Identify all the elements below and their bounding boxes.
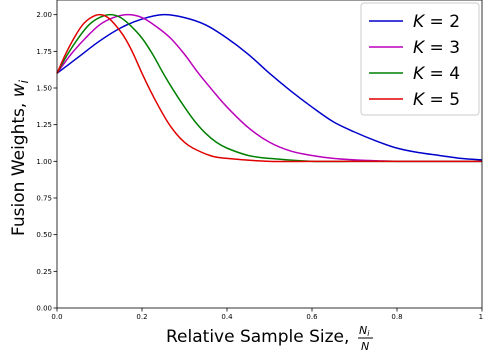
legend-box bbox=[360, 2, 480, 116]
legend: K = 2 K = 3 K = 4 K = 5 bbox=[360, 2, 480, 116]
x-axis-label-text: Relative Sample Size, bbox=[166, 327, 349, 347]
legend-label-k3: K = 3 bbox=[413, 38, 460, 58]
x-tick-label: 0.2 bbox=[136, 313, 147, 321]
x-axis-label-frac-num: Ni bbox=[359, 324, 370, 338]
y-tick-label: 1.25 bbox=[36, 121, 52, 129]
y-tick-label: 1.00 bbox=[36, 158, 52, 166]
legend-label-k4: K = 4 bbox=[413, 64, 460, 84]
series-line-k2 bbox=[56, 13, 483, 161]
y-axis-label-var: w bbox=[9, 83, 29, 97]
y-tick-label: 0.50 bbox=[36, 231, 52, 239]
x-axis-label-fraction: Ni N bbox=[358, 324, 373, 353]
y-axis: 0.00 0.25 0.50 0.75 1.00 1.25 1.50 1.75 2.00 bbox=[36, 11, 57, 313]
y-tick-label: 0.00 bbox=[36, 305, 52, 313]
legend-label-k2: K = 2 bbox=[413, 12, 460, 32]
y-axis-label-text: Fusion Weights, bbox=[9, 97, 29, 236]
plot-lines bbox=[56, 13, 483, 163]
x-axis-label: Relative Sample Size, bbox=[166, 327, 349, 347]
series-line-k4 bbox=[56, 13, 482, 163]
x-axis: 0.0 0.2 0.4 0.6 0.8 1. bbox=[51, 308, 484, 321]
x-tick-label: 0.8 bbox=[391, 313, 402, 321]
legend-label-k5: K = 5 bbox=[413, 90, 460, 110]
x-tick-label: 1. bbox=[479, 313, 484, 321]
y-tick-label: 0.25 bbox=[36, 268, 52, 276]
plot-frame bbox=[56, 0, 483, 309]
y-axis-label: Fusion Weights, wi bbox=[9, 79, 31, 236]
y-tick-label: 1.75 bbox=[36, 48, 52, 56]
x-axis-label-frac-den: N bbox=[361, 340, 369, 353]
y-tick-label: 0.75 bbox=[36, 195, 52, 203]
x-tick-label: 0.6 bbox=[306, 313, 318, 321]
series-line-k3 bbox=[56, 13, 482, 163]
x-axis-label-frac-num-sub: i bbox=[367, 329, 370, 338]
y-tick-label: 1.50 bbox=[36, 85, 52, 93]
x-tick-label: 0.4 bbox=[221, 313, 233, 321]
x-tick-label: 0.0 bbox=[51, 313, 62, 321]
y-tick-label: 2.00 bbox=[36, 11, 52, 19]
series-line-k5 bbox=[56, 13, 482, 163]
y-axis-label-sub: i bbox=[17, 79, 31, 83]
